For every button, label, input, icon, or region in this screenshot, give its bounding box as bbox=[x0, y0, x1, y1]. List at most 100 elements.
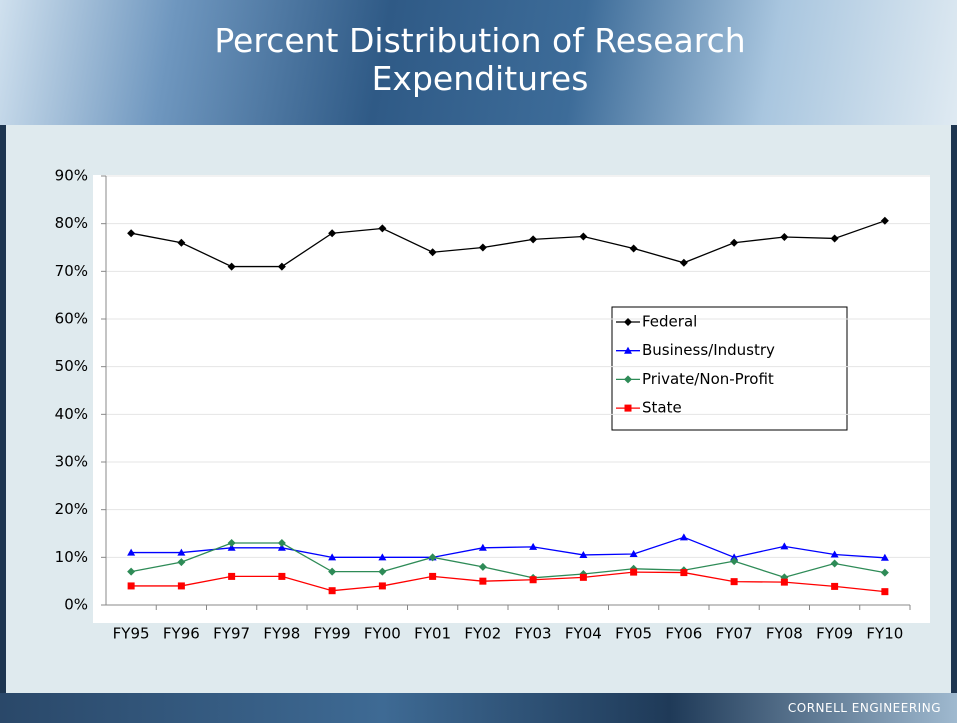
marker bbox=[328, 229, 337, 238]
marker bbox=[529, 576, 537, 584]
marker bbox=[277, 539, 286, 548]
x-tick-label: FY01 bbox=[414, 625, 451, 643]
marker bbox=[328, 587, 336, 595]
y-tick-label: 40% bbox=[55, 405, 88, 423]
legend-label: Private/Non-Profit bbox=[642, 370, 774, 388]
marker bbox=[881, 588, 889, 596]
marker bbox=[127, 567, 136, 576]
marker bbox=[780, 578, 788, 586]
marker bbox=[579, 232, 588, 241]
marker bbox=[278, 572, 286, 580]
marker bbox=[328, 567, 337, 576]
series-line bbox=[131, 220, 886, 268]
marker bbox=[830, 559, 839, 568]
marker bbox=[378, 553, 387, 561]
legend-marker bbox=[624, 375, 632, 384]
x-tick-label: FY02 bbox=[464, 625, 501, 643]
marker bbox=[429, 572, 437, 580]
legend-box bbox=[611, 306, 848, 431]
legend-marker bbox=[624, 346, 632, 354]
marker bbox=[630, 568, 638, 576]
marker bbox=[780, 233, 789, 242]
y-tick-label: 20% bbox=[55, 500, 88, 518]
legend-marker bbox=[624, 318, 632, 326]
footer-band: CORNELL ENGINEERING bbox=[0, 693, 957, 723]
marker bbox=[730, 557, 739, 566]
y-tick-label: 70% bbox=[55, 262, 88, 280]
marker bbox=[478, 543, 487, 551]
marker bbox=[730, 238, 739, 247]
marker bbox=[880, 553, 889, 561]
y-tick-label: 10% bbox=[55, 548, 88, 566]
x-tick-label: FY09 bbox=[816, 625, 853, 643]
y-tick-label: 90% bbox=[55, 167, 88, 185]
x-tick-label: FY03 bbox=[515, 625, 552, 643]
marker bbox=[378, 224, 387, 233]
marker bbox=[428, 553, 437, 562]
x-tick-label: FY10 bbox=[866, 625, 903, 643]
y-tick-label: 50% bbox=[55, 357, 88, 375]
marker bbox=[227, 262, 236, 271]
marker bbox=[579, 550, 588, 558]
marker bbox=[378, 567, 387, 576]
marker bbox=[177, 582, 185, 590]
marker bbox=[880, 568, 889, 577]
chart-title: Percent Distribution of Research Expendi… bbox=[214, 21, 746, 98]
marker bbox=[629, 244, 638, 253]
marker bbox=[679, 258, 688, 267]
marker bbox=[277, 543, 286, 551]
legend-marker bbox=[624, 404, 632, 412]
series-line bbox=[131, 571, 885, 593]
header-band bbox=[0, 0, 957, 125]
marker bbox=[529, 235, 538, 244]
x-tick-label: FY95 bbox=[113, 625, 150, 643]
marker bbox=[127, 548, 136, 556]
marker bbox=[127, 229, 136, 238]
marker bbox=[680, 569, 688, 577]
y-tick-label: 80% bbox=[55, 214, 88, 232]
marker bbox=[830, 234, 839, 243]
marker bbox=[529, 542, 538, 550]
y-tick-label: 30% bbox=[55, 453, 88, 471]
marker bbox=[177, 548, 186, 556]
x-tick-label: FY98 bbox=[263, 625, 300, 643]
marker bbox=[880, 216, 889, 225]
y-tick-label: 0% bbox=[64, 596, 88, 614]
marker bbox=[227, 539, 236, 548]
footer-text: CORNELL ENGINEERING bbox=[787, 701, 941, 715]
x-tick-label: FY06 bbox=[665, 625, 702, 643]
legend-label: Federal bbox=[642, 313, 697, 331]
legend-label: Business/Industry bbox=[642, 341, 775, 359]
x-tick-label: FY05 bbox=[615, 625, 652, 643]
x-tick-label: FY99 bbox=[314, 625, 351, 643]
series-line bbox=[131, 542, 885, 579]
marker bbox=[629, 549, 638, 557]
marker bbox=[679, 533, 688, 541]
marker bbox=[127, 582, 135, 590]
x-tick-label: FY97 bbox=[213, 625, 250, 643]
marker bbox=[478, 243, 487, 252]
marker bbox=[479, 577, 487, 585]
marker bbox=[177, 238, 186, 247]
marker bbox=[228, 572, 236, 580]
marker bbox=[478, 562, 487, 571]
marker bbox=[227, 543, 236, 551]
series-line bbox=[131, 536, 885, 559]
marker bbox=[579, 573, 587, 581]
marker bbox=[831, 582, 839, 590]
marker bbox=[730, 578, 738, 586]
marker bbox=[277, 262, 286, 271]
x-tick-label: FY07 bbox=[716, 625, 753, 643]
x-tick-label: FY00 bbox=[364, 625, 401, 643]
marker bbox=[177, 558, 186, 567]
legend-label: State bbox=[642, 399, 682, 417]
x-tick-label: FY04 bbox=[565, 625, 602, 643]
marker bbox=[830, 550, 839, 558]
y-tick-label: 60% bbox=[55, 310, 88, 328]
marker bbox=[780, 542, 789, 550]
x-tick-label: FY96 bbox=[163, 625, 200, 643]
x-tick-label: FY08 bbox=[766, 625, 803, 643]
marker bbox=[378, 582, 386, 590]
